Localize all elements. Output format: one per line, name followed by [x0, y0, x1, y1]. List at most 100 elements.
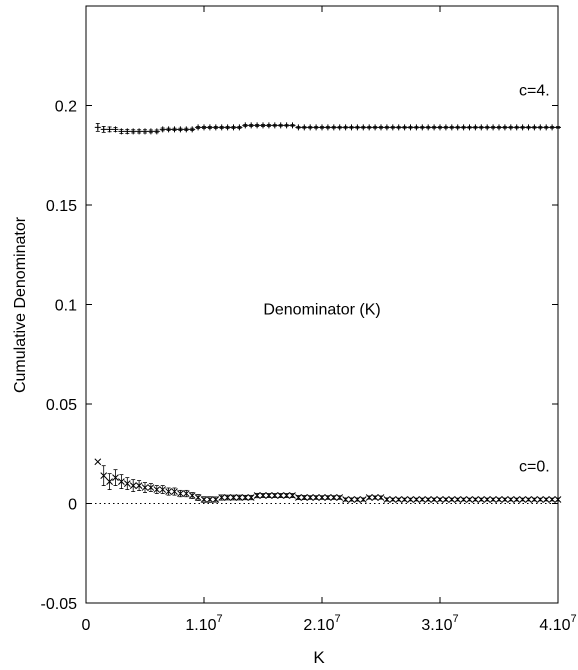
- data-point: [496, 124, 502, 131]
- data-point: [236, 124, 243, 131]
- data-point: [259, 492, 267, 499]
- data-point: [106, 126, 113, 133]
- data-point: [295, 494, 302, 501]
- data-point: [336, 494, 344, 501]
- data-point: [271, 122, 278, 129]
- data-point: [501, 496, 509, 503]
- data-point: [454, 124, 461, 131]
- data-point: [129, 482, 137, 489]
- data-point: [495, 496, 503, 503]
- data-point: [519, 124, 526, 131]
- data-point: [230, 124, 237, 131]
- data-point: [248, 122, 255, 129]
- x-tick-label: 3.107: [421, 613, 458, 634]
- data-point: [195, 124, 202, 131]
- data-point: [283, 122, 290, 129]
- data-point: [177, 126, 184, 133]
- data-point: [336, 124, 343, 131]
- y-tick-label: 0.2: [55, 99, 77, 116]
- x-axis-label: K: [313, 648, 325, 667]
- y-tick-label: 0.05: [46, 397, 77, 414]
- data-point: [395, 496, 403, 503]
- data-point: [177, 490, 184, 497]
- data-point: [200, 496, 208, 503]
- data-point: [159, 126, 166, 133]
- data-point: [372, 124, 379, 131]
- data-point: [424, 496, 432, 503]
- data-point: [218, 494, 226, 501]
- data-point: [218, 124, 225, 131]
- data-point: [194, 494, 202, 501]
- data-point: [241, 494, 249, 501]
- data-point: [366, 124, 373, 131]
- data-point: [224, 124, 231, 131]
- data-point: [407, 496, 414, 503]
- data-point: [383, 496, 391, 503]
- data-point: [501, 124, 508, 131]
- data-point: [448, 124, 455, 131]
- data-point: [425, 124, 432, 131]
- data-point: [354, 124, 361, 131]
- data-point: [141, 484, 149, 491]
- data-point: [313, 124, 320, 131]
- data-point: [360, 124, 367, 131]
- data-point: [548, 496, 556, 503]
- data-point: [135, 482, 143, 489]
- data-point: [437, 124, 443, 131]
- series-c0: [94, 458, 562, 503]
- y-tick-label: -0.05: [41, 596, 78, 613]
- data-point: [507, 496, 515, 503]
- data-point: [295, 124, 302, 131]
- data-point: [554, 496, 562, 503]
- data-point: [466, 124, 473, 131]
- data-point: [306, 494, 314, 501]
- data-point: [201, 124, 207, 131]
- data-point: [442, 124, 449, 131]
- data-point: [106, 478, 113, 485]
- data-point: [555, 124, 561, 131]
- data-point: [472, 496, 479, 503]
- data-point: [159, 486, 167, 493]
- data-point: [165, 126, 172, 133]
- data-point: [242, 122, 249, 129]
- data-point: [389, 496, 397, 503]
- data-point: [153, 128, 160, 135]
- x-tick-label: 0: [82, 617, 91, 634]
- data-point: [165, 488, 172, 495]
- data-point: [330, 124, 337, 131]
- series-layer: [94, 122, 562, 503]
- data-point: [277, 492, 285, 499]
- data-point: [94, 458, 102, 466]
- data-point: [123, 480, 131, 487]
- data-point: [543, 124, 550, 131]
- data-point: [212, 124, 219, 131]
- data-point: [472, 124, 479, 131]
- data-point: [377, 494, 385, 501]
- y-tick-label: 0.1: [55, 298, 77, 315]
- data-point: [142, 128, 148, 135]
- data-point: [430, 496, 438, 503]
- data-point: [224, 494, 231, 501]
- data-point: [171, 126, 178, 133]
- annotation-label: c=4.: [519, 83, 550, 100]
- data-point: [124, 128, 131, 135]
- data-point: [171, 488, 178, 495]
- data-point: [460, 124, 467, 131]
- data-point: [212, 496, 220, 503]
- data-point: [206, 124, 213, 131]
- data-point: [289, 492, 296, 499]
- data-point: [549, 124, 556, 131]
- x-axis-ticks: 0 1.107 2.107 3.107 4.107: [82, 6, 577, 634]
- data-point: [265, 492, 273, 499]
- data-point: [136, 128, 143, 135]
- data-point: [442, 496, 450, 503]
- data-point: [525, 124, 532, 131]
- series-c4: [94, 122, 561, 135]
- data-point: [153, 486, 161, 493]
- x-tick-label: 2.107: [303, 613, 340, 634]
- data-point: [112, 126, 119, 133]
- data-point: [277, 122, 284, 129]
- data-point: [531, 124, 538, 131]
- data-point: [348, 124, 355, 131]
